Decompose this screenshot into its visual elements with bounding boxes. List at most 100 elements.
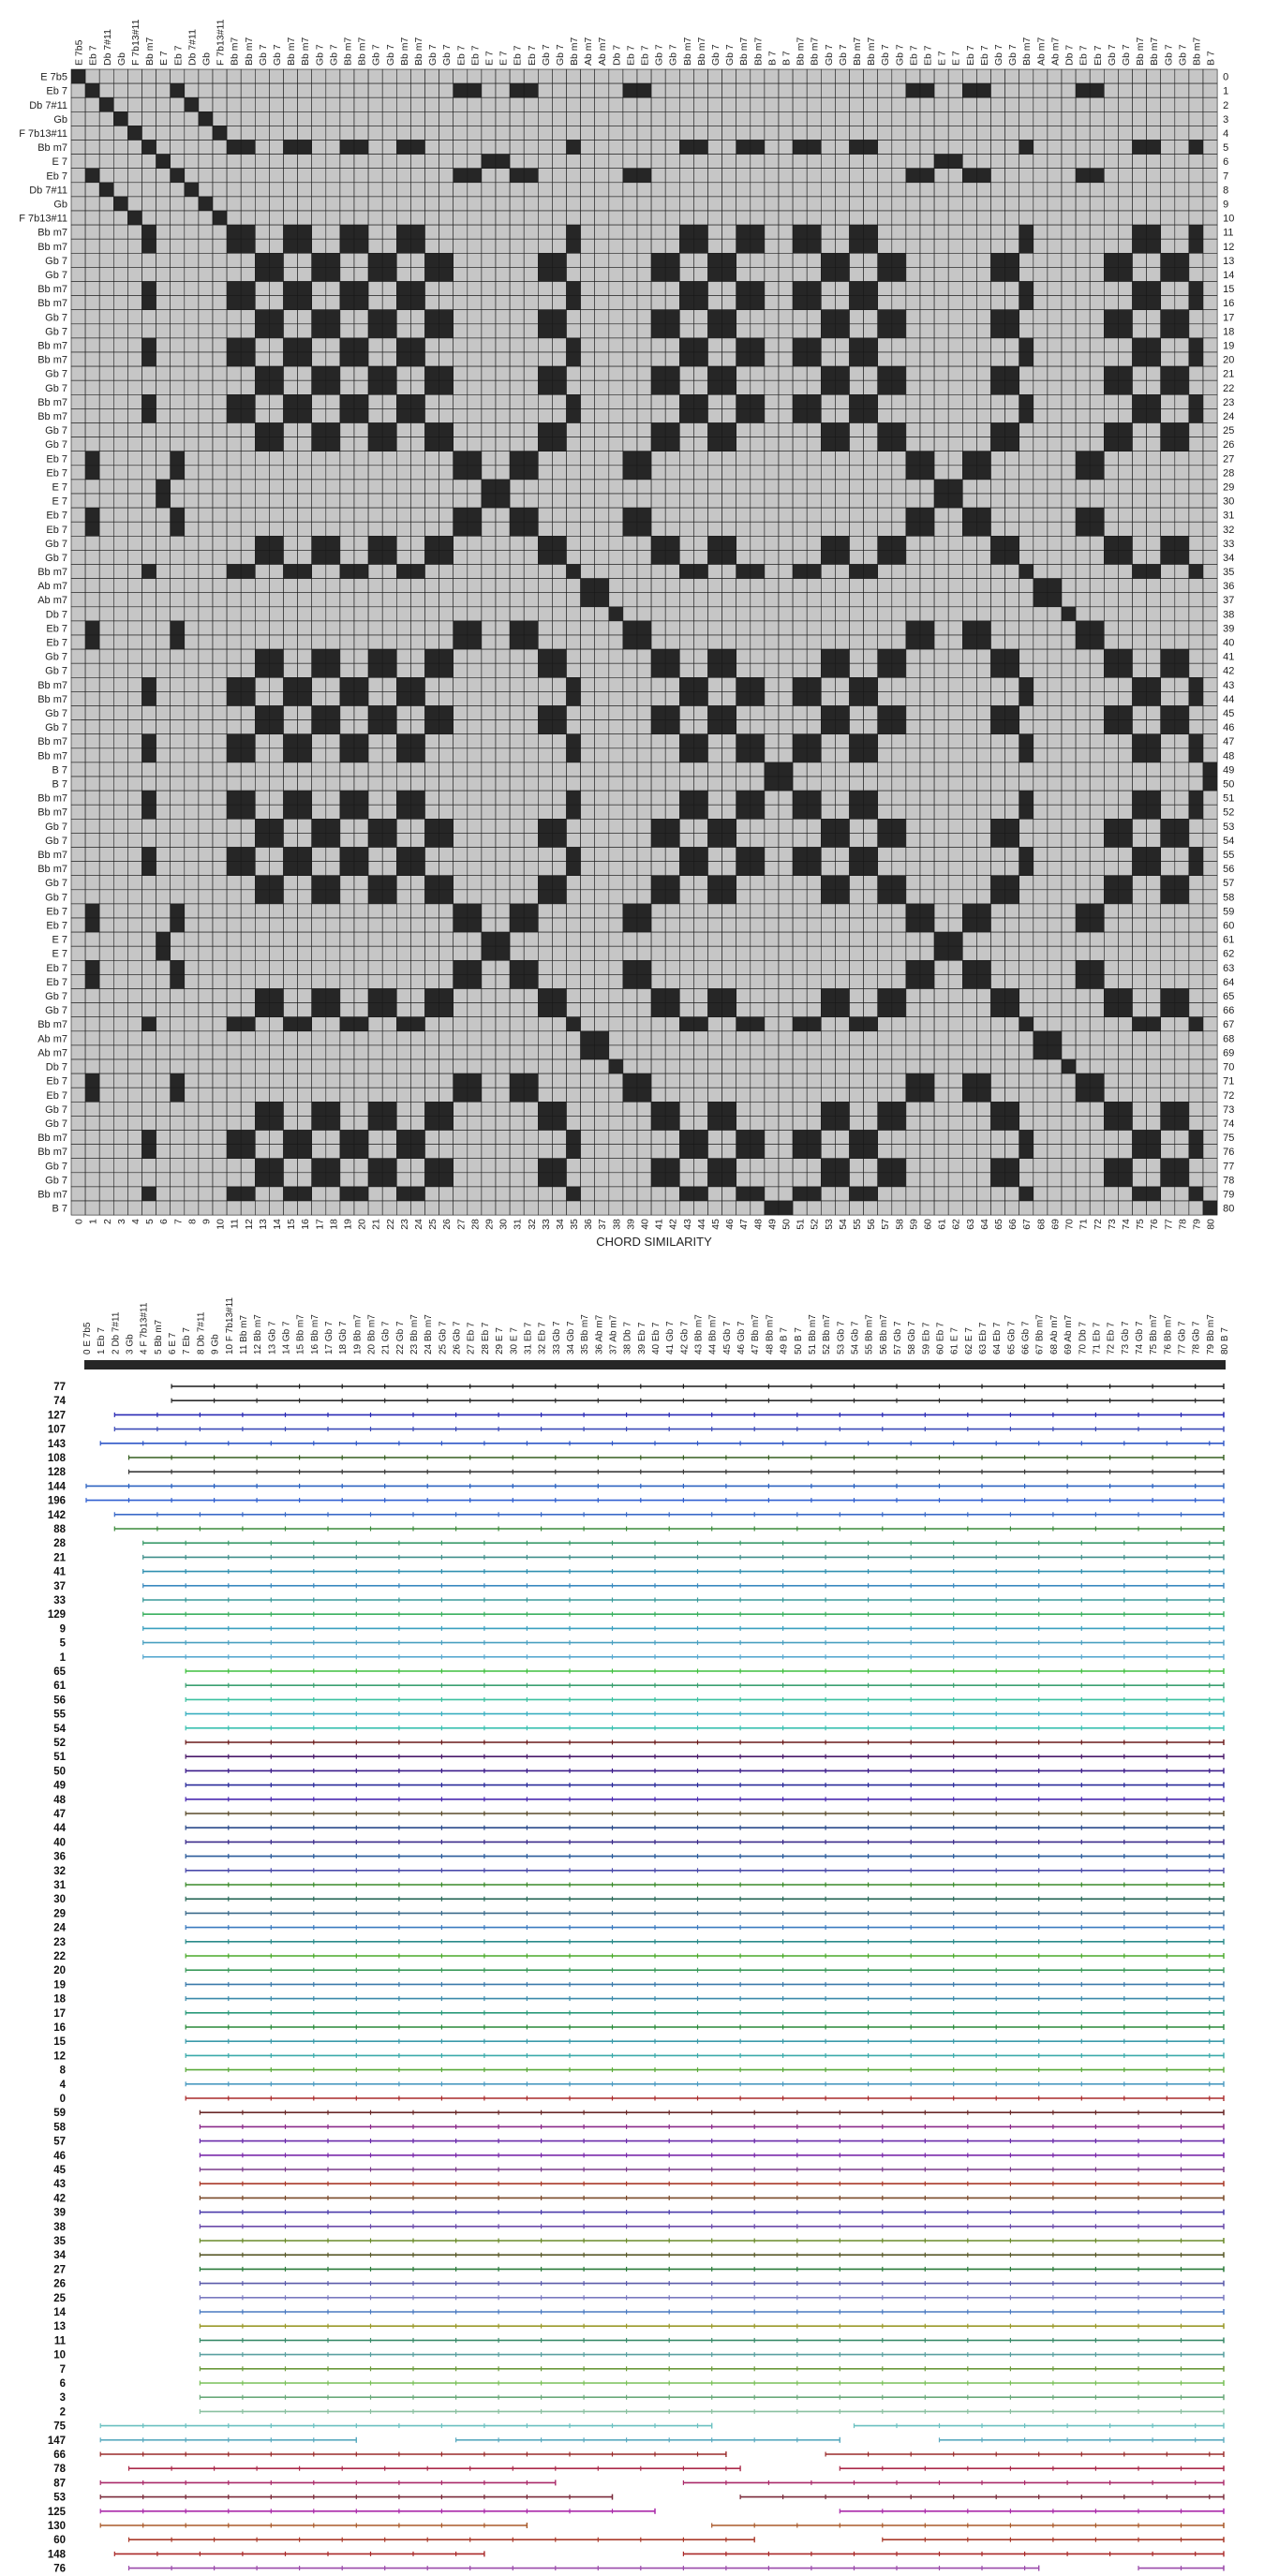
matrix-cell-match [226, 790, 242, 806]
matrix-cell [537, 196, 553, 212]
matrix-cell [1160, 96, 1176, 112]
matrix-cell [467, 705, 483, 720]
matrix-cell [721, 281, 736, 296]
matrix-cell [580, 68, 595, 84]
matrix-cell [1075, 408, 1091, 423]
matrix-cell [594, 196, 610, 212]
matrix-cell [381, 762, 397, 777]
matrix-cell-match [395, 790, 411, 806]
matrix-cell-match [283, 564, 298, 579]
matrix-cell-match [353, 337, 369, 353]
matrix-cell [664, 507, 680, 523]
matrix-cell [736, 833, 751, 848]
matrix-cell [947, 889, 963, 905]
matrix-cell [1146, 620, 1161, 636]
matrix-cell-match [650, 323, 666, 339]
matrix-cell [792, 550, 808, 565]
matrix-cell [608, 393, 624, 409]
matrix-cell-match [1146, 790, 1161, 806]
matrix-cell [1089, 691, 1105, 706]
matrix-cell-match [820, 437, 836, 452]
matrix-cell [919, 140, 935, 155]
matrix-cell [381, 847, 397, 862]
matrix-cell [764, 437, 780, 452]
matrix-cell [1118, 620, 1133, 636]
matrix-cell [184, 393, 200, 409]
matrix-cell [750, 578, 766, 593]
matrix-cell [269, 182, 284, 198]
matrix-cell [1019, 620, 1034, 636]
matrix-cell [509, 564, 525, 579]
matrix-cell-match [113, 111, 128, 126]
matrix-cell [849, 154, 864, 170]
matrix-cell [325, 847, 341, 862]
matrix-cell [820, 762, 836, 777]
matrix-cell-match [226, 224, 242, 240]
matrix-cell [891, 68, 907, 84]
matrix-cell [70, 748, 86, 763]
matrix-cell-match [240, 861, 256, 876]
matrix-cell [226, 479, 242, 495]
matrix-cell [184, 68, 200, 84]
matrix-cell [764, 323, 780, 339]
matrix-cell [1104, 847, 1119, 862]
matrix-cell [453, 550, 468, 565]
matrix-cell [891, 154, 907, 170]
matrix-cell [240, 267, 256, 282]
matrix-cell [552, 111, 567, 126]
matrix-cell [269, 281, 284, 296]
matrix-cell [693, 267, 708, 282]
matrix-cell [481, 224, 497, 240]
matrix-cell [495, 776, 511, 792]
matrix-cell [495, 68, 511, 84]
matrix-cell [905, 437, 921, 452]
matrix-cell [70, 140, 86, 155]
matrix-cell [664, 847, 680, 862]
matrix-cell [170, 337, 186, 353]
matrix-cell [636, 68, 652, 84]
matrix-cell [693, 875, 708, 891]
matrix-cell [778, 126, 794, 141]
matrix-cell-match [325, 379, 341, 395]
matrix-cell-match [1104, 422, 1119, 437]
matrix-cell [1104, 804, 1119, 820]
matrix-cell-match [877, 550, 893, 565]
matrix-cell [947, 790, 963, 806]
matrix-cell [962, 804, 977, 820]
matrix-cell [778, 507, 794, 523]
matrix-cell [566, 182, 581, 198]
matrix-cell-match [410, 351, 425, 367]
matrix-cell [835, 903, 850, 919]
matrix-cell [962, 126, 977, 141]
matrix-cell [1061, 479, 1077, 495]
matrix-cell [707, 479, 722, 495]
matrix-cell [70, 861, 86, 876]
matrix-cell [976, 662, 991, 678]
matrix-cell [933, 111, 949, 126]
matrix-cell [990, 917, 1005, 933]
matrix-cell-match [1019, 140, 1034, 155]
matrix-cell [226, 818, 242, 834]
matrix-cell [947, 719, 963, 734]
matrix-cell-match [835, 550, 850, 565]
matrix-cell [707, 847, 722, 862]
matrix-cell [933, 238, 949, 254]
matrix-cell [580, 606, 595, 622]
matrix-cell [1061, 267, 1077, 282]
matrix-cell-match [693, 804, 708, 820]
matrix-cell [693, 82, 708, 98]
matrix-cell-match [537, 818, 553, 834]
matrix-cell [792, 182, 808, 198]
matrix-cell [381, 68, 397, 84]
matrix-cell [98, 507, 114, 523]
matrix-cell [566, 592, 581, 608]
matrix-cell [1019, 365, 1034, 381]
matrix-cell [608, 126, 624, 141]
matrix-cell [693, 182, 708, 198]
matrix-cell-match [849, 790, 864, 806]
matrix-cell [481, 196, 497, 212]
matrix-cell [594, 535, 610, 551]
matrix-cell-match [141, 748, 156, 763]
matrix-cell [693, 662, 708, 678]
matrix-cell [594, 833, 610, 848]
